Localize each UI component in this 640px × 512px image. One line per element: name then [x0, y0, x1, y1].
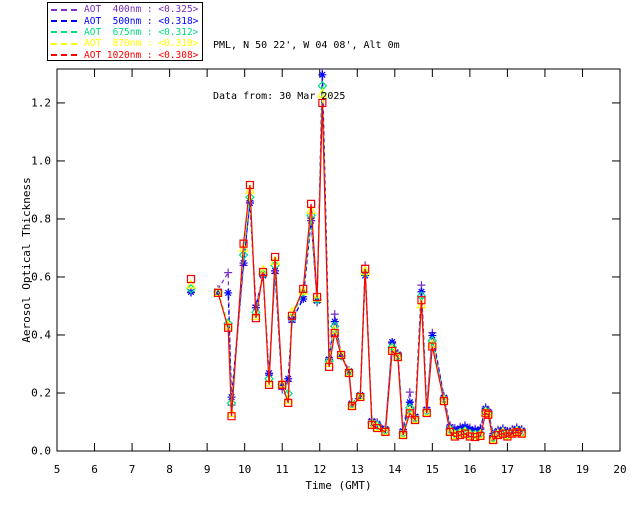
y-tick-label: 0.0: [31, 445, 51, 458]
x-tick-label: 7: [129, 463, 136, 476]
y-tick-label: 0.2: [31, 386, 51, 399]
legend-box: AOT 400nm : <0.325> AOT 500nm : <0.318> AO…: [47, 2, 203, 61]
header-location: PML, N 50 22', W 04 08', Alt 0m: [213, 40, 400, 51]
x-tick-label: 13: [351, 463, 364, 476]
header-data-from: Data from: 30 Mar 2025: [213, 91, 346, 102]
legend-dash-sample: [51, 31, 79, 34]
legend-item-aot-870nm: AOT 870nm : <0.310>: [51, 38, 202, 49]
x-tick-label: 20: [613, 463, 626, 476]
x-tick-label: 11: [276, 463, 289, 476]
legend-dash-sample: [51, 20, 79, 23]
x-tick-label: 6: [91, 463, 98, 476]
x-axis-title: Time (GMT): [305, 479, 371, 492]
x-tick-label: 8: [166, 463, 173, 476]
x-tick-label: 12: [313, 463, 326, 476]
y-tick-label: 0.4: [31, 328, 51, 341]
series-markers-1020nm: [186, 98, 526, 445]
x-tick-label: 14: [388, 463, 402, 476]
legend-item-aot-675nm: AOT 675nm : <0.312>: [51, 27, 202, 38]
series-markers-870nm: [186, 87, 527, 443]
header-text: PML, N 50 22', W 04 08', Alt 0m Data fro…: [213, 3, 400, 139]
legend-item-aot-400nm: AOT 400nm : <0.325>: [51, 4, 202, 15]
legend-dash-sample: [51, 42, 79, 45]
legend-label: AOT 870nm : <0.310>: [84, 38, 199, 50]
x-tick-label: 18: [538, 463, 551, 476]
y-tick-label: 1.2: [31, 96, 51, 109]
x-tick-label: 10: [238, 463, 251, 476]
legend-label: AOT 675nm : <0.312>: [84, 26, 199, 38]
legend-item-aot-1020nm: AOT 1020nm : <0.308>: [51, 50, 202, 61]
plot-frame: [56, 68, 621, 452]
x-tick-label: 9: [204, 463, 211, 476]
x-tick-label: 17: [501, 463, 514, 476]
x-tick-label: 15: [426, 463, 439, 476]
legend-label: AOT 1020nm : <0.308>: [84, 49, 199, 61]
legend-dash-sample: [51, 54, 79, 57]
x-tick-label: 19: [576, 463, 589, 476]
y-tick-label: 1.0: [31, 154, 51, 167]
legend-item-aot-500nm: AOT 500nm : <0.318>: [51, 15, 202, 27]
series-line-1020nm: [217, 102, 522, 442]
y-axis-title: Aerosol Optical Thickness: [20, 177, 33, 343]
y-tick-label: 0.8: [31, 212, 51, 225]
x-tick-label: 16: [463, 463, 476, 476]
legend-dash-sample: [51, 8, 79, 11]
y-tick-label: 0.6: [31, 270, 51, 283]
x-tick-label: 5: [54, 463, 61, 476]
legend-label: AOT 500nm : <0.318>: [84, 15, 199, 27]
legend-label: AOT 400nm : <0.325>: [84, 4, 199, 16]
